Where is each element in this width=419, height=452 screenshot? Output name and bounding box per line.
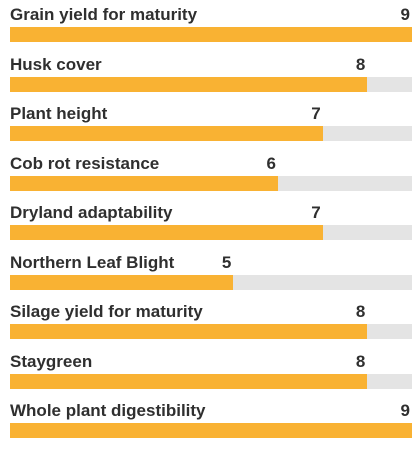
rating-bar-fill xyxy=(10,175,278,191)
rating-label: Dryland adaptability xyxy=(10,203,173,222)
rating-bar-fill xyxy=(10,324,368,339)
rating-bar-track xyxy=(10,76,412,92)
rating-bar-fill xyxy=(10,274,234,290)
rating-bar-fill xyxy=(10,373,368,389)
rating-bar-track xyxy=(10,324,412,339)
rating-row-whole-plant-digestibility: Whole plant digestibility 9 xyxy=(10,401,412,438)
rating-bar-track xyxy=(10,126,412,141)
rating-score: 8 xyxy=(355,302,366,321)
rating-row-husk-cover: Husk cover 8 xyxy=(10,54,412,92)
rating-bar-fill xyxy=(10,27,412,42)
rating-bar-fill xyxy=(10,126,323,141)
rating-row-plant-height: Plant height 7 xyxy=(10,104,412,141)
rating-score: 9 xyxy=(400,5,410,24)
rating-bar-fill xyxy=(10,423,412,438)
rating-label: Northern Leaf Blight xyxy=(10,252,175,272)
rating-bar-track xyxy=(10,175,412,191)
rating-label: Whole plant digestibility xyxy=(10,401,206,420)
rating-bar-track xyxy=(10,373,412,389)
rating-label: Grain yield for maturity xyxy=(10,5,198,24)
rating-bar-fill xyxy=(10,76,368,92)
rating-row-silage-yield: Silage yield for maturity 8 xyxy=(10,302,412,339)
rating-row-dryland-adaptability: Dryland adaptability 7 xyxy=(10,203,412,240)
rating-score: 6 xyxy=(266,153,276,173)
rating-score: 8 xyxy=(355,351,366,371)
rating-score: 9 xyxy=(400,401,410,420)
rating-label: Plant height xyxy=(10,104,108,123)
rating-row-northern-leaf-blight: Northern Leaf Blight 5 xyxy=(10,252,412,290)
rating-score: 7 xyxy=(311,104,321,123)
rating-label: Cob rot resistance xyxy=(10,153,160,173)
rating-bar-track xyxy=(10,225,412,240)
rating-score: 7 xyxy=(311,203,321,222)
rating-label: Silage yield for maturity xyxy=(10,302,203,321)
rating-bar-track xyxy=(10,423,412,438)
rating-bar-track xyxy=(10,27,412,42)
rating-label: Staygreen xyxy=(10,351,93,371)
rating-row-grain-yield: Grain yield for maturity 9 xyxy=(10,5,412,42)
rating-score: 5 xyxy=(221,252,232,272)
rating-row-staygreen: Staygreen 8 xyxy=(10,351,412,389)
rating-label: Husk cover xyxy=(10,54,102,74)
rating-score: 8 xyxy=(355,54,366,74)
rating-row-cob-rot-resistance: Cob rot resistance 6 xyxy=(10,153,412,191)
rating-bar-track xyxy=(10,274,412,290)
rating-bar-fill xyxy=(10,225,323,240)
